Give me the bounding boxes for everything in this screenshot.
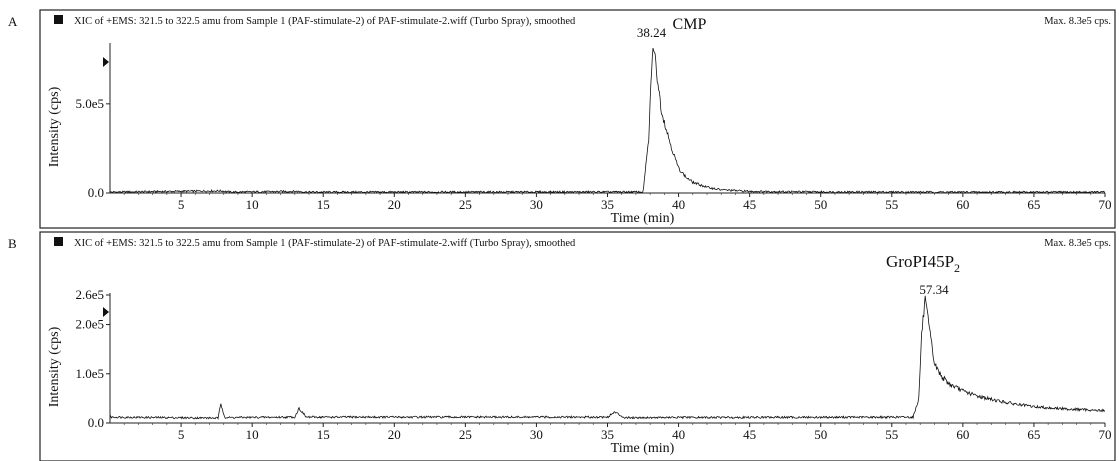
max-intensity-label: Max. 8.3e5 cps.	[1044, 238, 1111, 249]
y-cursor-icon	[103, 307, 109, 317]
y-tick-label: 0.0	[88, 415, 104, 430]
x-tick-label: 20	[388, 197, 401, 212]
panel-a: A XIC of +EMS: 321.5 to 322.5 amu from Sa…	[8, 9, 1116, 229]
x-tick-label: 50	[814, 197, 827, 212]
panel-header: XIC of +EMS: 321.5 to 322.5 amu from Sam…	[74, 16, 576, 27]
y-axis-label: Intensity (cps)	[47, 86, 62, 167]
x-axis-label: Time (min)	[611, 211, 675, 226]
x-tick-label: 35	[601, 197, 614, 212]
y-cursor-icon	[103, 57, 109, 67]
peak-rt-label: 57.34	[919, 282, 949, 297]
panel-frame	[39, 9, 1116, 229]
x-tick-label: 40	[672, 427, 685, 442]
panel-letter: B	[8, 236, 17, 251]
x-tick-label: 30	[530, 197, 543, 212]
x-axis-label: Time (min)	[611, 441, 675, 456]
x-tick-label: 65	[1027, 427, 1040, 442]
peak-compound-label: CMP	[673, 16, 707, 33]
x-tick-label: 60	[956, 197, 969, 212]
x-tick-label: 25	[459, 197, 472, 212]
y-tick-label: 1.0e5	[75, 366, 104, 381]
max-intensity-label: Max. 8.3e5 cps.	[1044, 16, 1111, 27]
x-tick-label: 15	[317, 197, 330, 212]
y-tick-label: 0.0	[88, 185, 104, 200]
panel-b: B XIC of +EMS: 321.5 to 322.5 amu from Sa…	[8, 231, 1116, 461]
x-tick-label: 45	[743, 427, 756, 442]
x-tick-label: 70	[1099, 197, 1112, 212]
y-tick-label: 5.0e5	[75, 96, 104, 111]
x-tick-label: 70	[1099, 427, 1112, 442]
peak-compound-label: GroPI45P2	[886, 252, 960, 275]
x-tick-label: 25	[459, 427, 472, 442]
x-tick-label: 65	[1027, 197, 1040, 212]
peak-rt-label: 38.24	[637, 25, 667, 40]
y-tick-label: 2.0e5	[75, 317, 104, 332]
x-tick-label: 10	[246, 197, 259, 212]
y-axis-label: Intensity (cps)	[47, 326, 62, 407]
series-marker-icon	[54, 15, 63, 24]
series-marker-icon	[54, 237, 63, 246]
panel-letter: A	[8, 14, 18, 29]
x-tick-label: 60	[956, 427, 969, 442]
x-tick-label: 15	[317, 427, 330, 442]
chromatogram-trace	[109, 47, 1106, 194]
peak-compound-subscript: 2	[954, 261, 960, 275]
x-tick-label: 55	[885, 427, 898, 442]
x-tick-label: 50	[814, 427, 827, 442]
x-tick-label: 5	[178, 197, 185, 212]
x-tick-label: 5	[178, 427, 185, 442]
x-tick-label: 40	[672, 197, 685, 212]
x-tick-label: 55	[885, 197, 898, 212]
x-tick-label: 45	[743, 197, 756, 212]
y-tick-label: 2.6e5	[75, 287, 104, 302]
x-tick-label: 10	[246, 427, 259, 442]
x-tick-label: 20	[388, 427, 401, 442]
panel-frame	[39, 231, 1116, 461]
panel-header: XIC of +EMS: 321.5 to 322.5 amu from Sam…	[74, 238, 576, 249]
x-tick-label: 35	[601, 427, 614, 442]
chromatogram-trace	[109, 295, 1106, 420]
x-tick-label: 30	[530, 427, 543, 442]
